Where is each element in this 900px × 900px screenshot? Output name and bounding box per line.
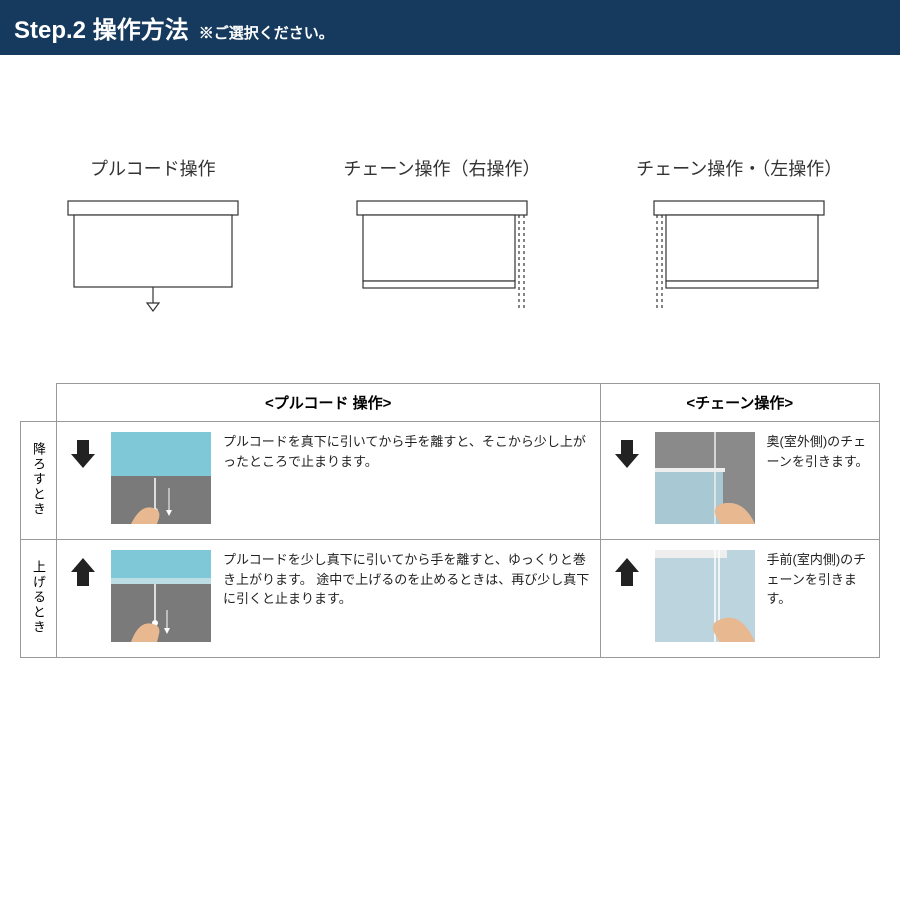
arrow-down-icon <box>611 432 643 529</box>
option-label: チェーン操作（右操作） <box>343 155 540 181</box>
pull-cord-icon <box>58 193 248 313</box>
arrow-up-icon <box>611 550 643 647</box>
step-title: Step.2 操作方法 <box>14 10 189 45</box>
col-pullcord: <プルコード 操作> <box>57 384 601 422</box>
cell-desc: 奥(室外側)のチェーンを引きます。 <box>767 432 870 471</box>
thumb-chain-up-icon <box>655 550 755 647</box>
table-row: 上げるとき プ <box>21 540 880 658</box>
step-note: ※ご選択ください。 <box>199 22 334 43</box>
chain-left-icon <box>636 193 842 313</box>
col-chain: <チェーン操作> <box>600 384 880 422</box>
option-label: プルコード操作 <box>58 155 248 181</box>
option-label: チェーン操作・（左操作） <box>636 155 842 181</box>
cell-desc: 手前(室内側)のチェーンを引きます。 <box>767 550 870 609</box>
operation-table: <プルコード 操作> <チェーン操作> 降ろすとき <box>20 383 880 658</box>
cell-desc: プルコードを真下に引いてから手を離すと、そこから少し上がったところで止まります。 <box>223 432 590 471</box>
cell-lower-chain: 奥(室外側)のチェーンを引きます。 <box>600 422 880 540</box>
arrow-down-icon <box>67 432 99 529</box>
thumb-pull-down-icon <box>111 432 211 529</box>
cell-raise-pull: プルコードを少し真下に引いてから手を離すと、ゆっくりと巻き上がります。 途中で上… <box>57 540 601 658</box>
option-chain-left[interactable]: チェーン操作・（左操作） <box>636 155 842 313</box>
cell-lower-pull: プルコードを真下に引いてから手を離すと、そこから少し上がったところで止まります。 <box>57 422 601 540</box>
step-header: Step.2 操作方法 ※ご選択ください。 <box>0 0 900 55</box>
option-row: プルコード操作 チェーン操作（右操作） チェーン操作・（左操作） <box>0 155 900 313</box>
arrow-up-icon <box>67 550 99 647</box>
row-raise: 上げるとき <box>21 540 57 658</box>
cell-desc: プルコードを少し真下に引いてから手を離すと、ゆっくりと巻き上がります。 途中で上… <box>223 550 590 609</box>
thumb-pull-up-icon <box>111 550 211 647</box>
option-chain-right[interactable]: チェーン操作（右操作） <box>343 155 540 313</box>
thumb-chain-down-icon <box>655 432 755 529</box>
row-lower: 降ろすとき <box>21 422 57 540</box>
option-pull[interactable]: プルコード操作 <box>58 155 248 313</box>
cell-raise-chain: 手前(室内側)のチェーンを引きます。 <box>600 540 880 658</box>
chain-right-icon <box>343 193 540 313</box>
table-corner <box>21 384 57 422</box>
table-row: 降ろすとき プルコードを真下に引いてから <box>21 422 880 540</box>
